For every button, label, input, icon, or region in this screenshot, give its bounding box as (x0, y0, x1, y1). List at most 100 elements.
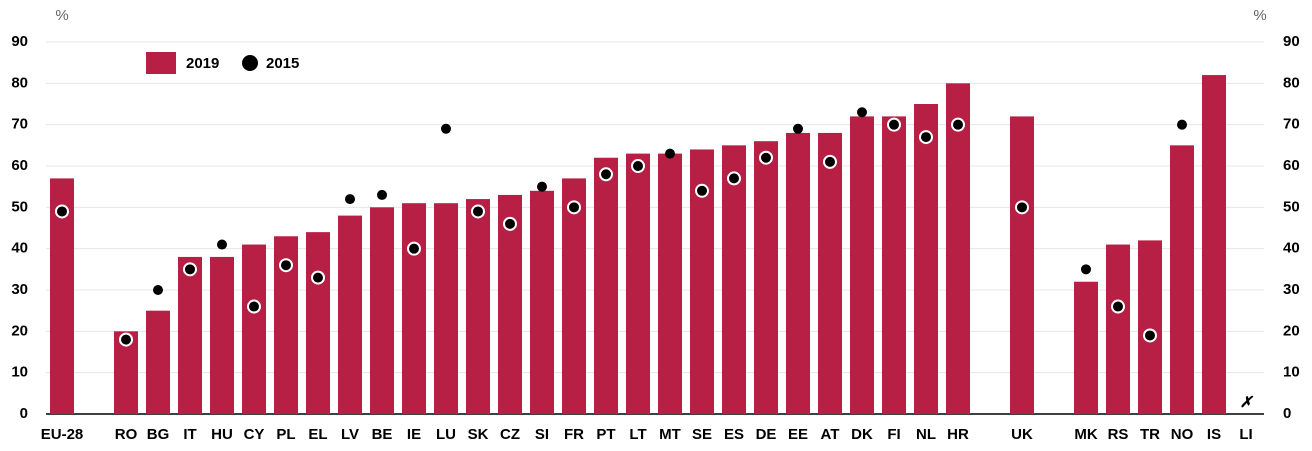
y-tick-label: 10 (11, 364, 28, 381)
x-tick-label: BE (372, 426, 393, 443)
y2-tick-label: 0 (1283, 405, 1291, 422)
bar (626, 153, 650, 414)
x-tick-label: TR (1140, 426, 1160, 443)
bar (434, 203, 458, 414)
dot (377, 189, 387, 200)
x-tick-label: LT (629, 426, 646, 443)
bar (498, 194, 522, 414)
legend-swatch (242, 55, 258, 71)
x-tick-label: DE (756, 426, 777, 443)
x-tick-label: NO (1171, 426, 1194, 443)
y2-tick-label: 20 (1283, 322, 1300, 339)
bar (242, 244, 266, 414)
dot (279, 258, 293, 273)
x-tick-label: HR (947, 426, 969, 443)
x-tick-label: CZ (500, 426, 520, 443)
y-tick-label: 80 (11, 74, 28, 91)
legend-swatch (146, 52, 176, 74)
x-tick-label: MK (1074, 426, 1097, 443)
bar (1010, 116, 1034, 415)
dot (695, 183, 709, 198)
dot (793, 123, 803, 134)
y-tick-label: 0 (20, 405, 28, 422)
x-tick-label: HU (211, 426, 233, 443)
dot (471, 204, 485, 219)
dot (567, 200, 581, 215)
y2-tick-label: 40 (1283, 240, 1300, 257)
y-tick-label: 30 (11, 281, 28, 298)
x-tick-label: FR (564, 426, 584, 443)
dot (727, 171, 741, 186)
y2-tick-label: 30 (1283, 281, 1300, 298)
x-tick-label: UK (1011, 426, 1033, 443)
y2-tick-label: 60 (1283, 157, 1300, 174)
dot (1143, 328, 1157, 343)
dot (407, 241, 421, 256)
x-tick-label: RS (1108, 426, 1129, 443)
bar (1202, 75, 1226, 415)
x-tick-label: LU (436, 426, 456, 443)
x-tick-label: IE (407, 426, 421, 443)
dot (1015, 200, 1029, 215)
bar (914, 104, 938, 414)
bar (338, 215, 362, 414)
x-tick-label: RO (115, 426, 138, 443)
y2-tick-label: 10 (1283, 364, 1300, 381)
legend-label: 2015 (266, 55, 299, 72)
dot (247, 299, 261, 314)
x-tick-label: PT (596, 426, 615, 443)
x-tick-label: SI (535, 426, 549, 443)
dot (153, 285, 163, 295)
bar (146, 310, 170, 414)
dot (217, 239, 227, 250)
x-tick-label: IT (183, 426, 196, 443)
y2-tick-label: 50 (1283, 198, 1300, 215)
y2-tick-label: 90 (1283, 33, 1300, 50)
bar (562, 178, 586, 414)
dot (1177, 119, 1187, 130)
y-tick-label: 40 (11, 240, 28, 257)
y-tick-label: 70 (11, 116, 28, 133)
x-tick-label: BG (147, 426, 170, 443)
dot (665, 148, 675, 159)
dot (759, 150, 773, 165)
x-tick-label: PL (276, 426, 295, 443)
x-tick-label: SE (692, 426, 712, 443)
dot (345, 194, 355, 205)
dot (1081, 264, 1091, 275)
bar (882, 116, 906, 415)
bar (594, 157, 618, 414)
dot (887, 117, 901, 132)
bar (722, 145, 746, 415)
bar (1170, 145, 1194, 415)
x-tick-label: LI (1239, 426, 1252, 443)
dot (951, 117, 965, 132)
bar (1074, 281, 1098, 414)
bar (1106, 244, 1130, 414)
y-tick-label: 90 (11, 33, 28, 50)
y2-tick-label: 80 (1283, 74, 1300, 91)
x-tick-label: ES (724, 426, 744, 443)
y-tick-label: 50 (11, 198, 28, 215)
y-tick-label: 20 (11, 322, 28, 339)
dot (311, 270, 325, 285)
unit-right: % (1253, 7, 1266, 24)
bar (402, 203, 426, 414)
x-tick-label: CY (244, 426, 265, 443)
dot (919, 130, 933, 145)
bar (210, 256, 234, 414)
x-tick-label: MT (659, 426, 681, 443)
x-tick-label: IS (1207, 426, 1221, 443)
dot (183, 262, 197, 277)
annotation: ✗ (1240, 394, 1254, 411)
y2-tick-label: 70 (1283, 116, 1300, 133)
x-tick-label: EE (788, 426, 808, 443)
dot (503, 216, 517, 231)
bar (754, 141, 778, 414)
dot (441, 123, 451, 134)
dot (1111, 299, 1125, 314)
x-tick-label: SK (468, 426, 489, 443)
bar (786, 132, 810, 414)
bar (370, 207, 394, 414)
